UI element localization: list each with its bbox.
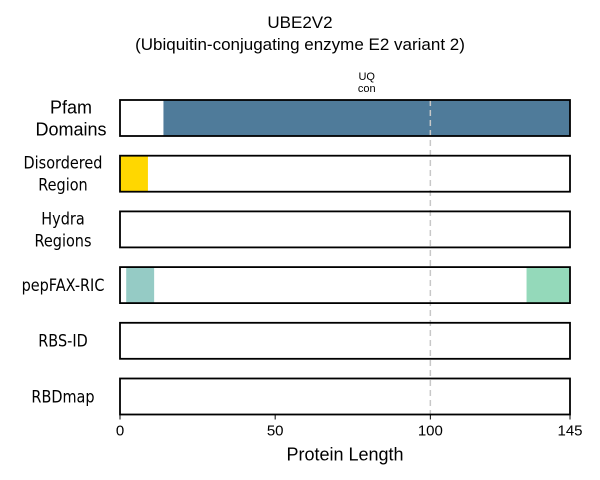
domain-label: UQ con	[358, 71, 376, 95]
track-background	[120, 379, 570, 415]
domain-segment	[527, 267, 570, 303]
track-label: Pfam Domains	[35, 97, 106, 139]
domain-segment	[163, 100, 570, 136]
x-tick-label: 50	[267, 423, 284, 440]
track-label: RBDmap	[31, 386, 94, 406]
track-background	[120, 211, 570, 247]
track-label: RBS-ID	[38, 331, 87, 351]
x-axis-label: Protein Length	[286, 445, 403, 465]
x-tick-label: 145	[557, 423, 582, 440]
track-label: Hydra Regions	[35, 208, 92, 250]
x-tick-label: 0	[116, 423, 124, 440]
track-label: Disordered Region	[24, 152, 103, 194]
domain-segment	[120, 156, 148, 192]
track-background	[120, 323, 570, 359]
domain-segment	[126, 267, 154, 303]
track-background	[120, 156, 570, 192]
track-background	[120, 267, 570, 303]
track-label: pepFAX-RIC	[22, 275, 105, 295]
x-tick-label: 100	[418, 423, 443, 440]
